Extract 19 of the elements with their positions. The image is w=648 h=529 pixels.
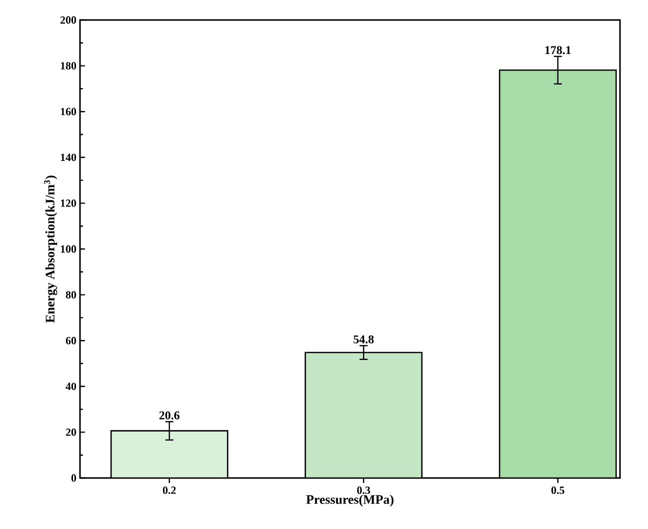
y-tick-label: 20: [66, 428, 76, 436]
y-tick-label: 140: [60, 154, 76, 162]
y-tick-label: 80: [66, 291, 76, 298]
data-label: 178.1: [545, 46, 571, 54]
x-tick-label: 0.5: [551, 486, 564, 494]
x-tick-label: 0.3: [357, 486, 370, 494]
y-tick-label: 200: [60, 16, 76, 24]
y-tick-label: 40: [66, 382, 76, 390]
y-tick-label: 120: [60, 200, 76, 207]
data-label: 54.8: [354, 335, 374, 344]
y-tick-label: 100: [60, 245, 76, 253]
y-tick-label: 180: [60, 62, 76, 70]
y-tick-label: 160: [60, 108, 76, 116]
y-axis-title: Energy Absorption(kJ/m$^{3}$): [44, 176, 58, 323]
y-tick-label: 60: [66, 336, 76, 344]
data-label: 20.6: [159, 411, 180, 420]
y-tick-label: 0: [71, 474, 76, 482]
x-axis-title: Pressures(MPa): [306, 494, 394, 507]
x-tick-label: 0.2: [162, 486, 176, 494]
